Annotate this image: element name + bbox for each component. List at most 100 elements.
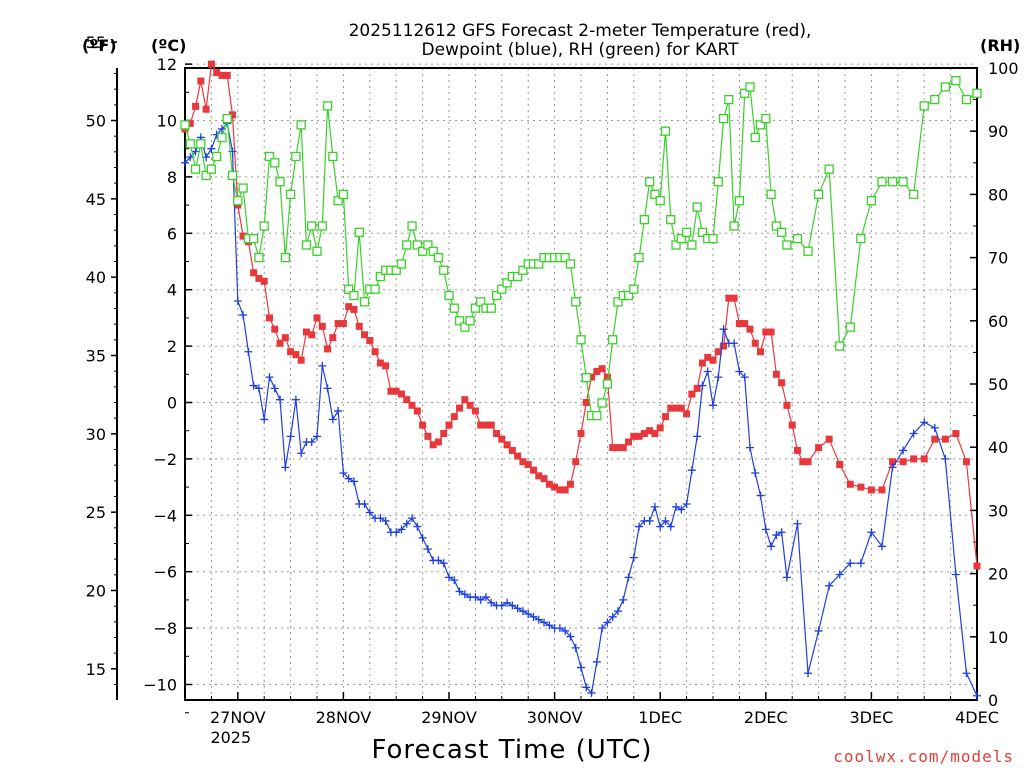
fahrenheit-tick-label: 15 — [86, 660, 106, 679]
rh-point — [433, 252, 444, 263]
chart-title-line1: 2025112612 GFS Forecast 2-meter Temperat… — [349, 21, 812, 41]
rh-point — [238, 183, 248, 193]
temperature-point — [366, 336, 374, 344]
rh-point — [196, 139, 206, 149]
dewpoint-point — [244, 347, 253, 356]
dewpoint-point — [497, 601, 506, 610]
dewpoint-point — [349, 477, 358, 486]
dewpoint-point — [677, 505, 686, 514]
dewpoint-point — [941, 454, 950, 463]
temperature-point — [271, 325, 279, 333]
dewpoint-point — [714, 373, 723, 382]
dewpoint-point — [814, 626, 823, 635]
temperature-point — [625, 438, 633, 446]
dewpoint-point — [423, 545, 432, 554]
dewpoint-point — [381, 516, 390, 525]
temperature-point — [218, 71, 226, 79]
dewpoint-point — [672, 502, 681, 511]
dewpoint-point — [782, 573, 791, 582]
dewpoint-point — [307, 437, 316, 446]
rh-point — [908, 189, 919, 200]
dewpoint-point — [265, 373, 274, 382]
temperature-point — [556, 486, 564, 494]
dewpoint-point — [191, 147, 200, 156]
rh-point — [185, 139, 195, 149]
rh-point — [803, 246, 813, 256]
temperature-point — [413, 407, 421, 415]
dewpoint-point — [693, 432, 702, 441]
rh-point — [264, 151, 275, 162]
dewpoint-point — [962, 669, 971, 678]
dewpoint-point — [756, 491, 765, 500]
rh-point — [407, 221, 417, 231]
rh-point — [439, 265, 449, 275]
rh-point — [233, 196, 243, 206]
temperature-point — [471, 407, 479, 415]
celsius-tick-label: 12 — [157, 55, 177, 74]
rh-point — [322, 101, 333, 111]
rh-point — [782, 240, 792, 250]
rh-point — [296, 120, 306, 130]
temperature-point — [276, 339, 284, 347]
rh-point — [718, 113, 729, 124]
temperature-point — [339, 320, 347, 328]
dewpoint-point — [804, 669, 813, 678]
dewpoint-point — [249, 381, 258, 390]
dewpoint-point — [524, 610, 533, 618]
dewpoint-point — [973, 691, 981, 700]
temperature-point — [746, 325, 754, 333]
rh-tick-label: 60 — [988, 312, 1008, 331]
rh-point — [396, 259, 407, 269]
temperature-point — [287, 348, 295, 356]
temperature-point — [825, 435, 833, 443]
celsius-tick-label: 8 — [167, 168, 177, 187]
rh-point — [576, 335, 586, 345]
temperature-point — [387, 387, 395, 395]
dewpoint-point — [761, 525, 770, 534]
rh-point — [454, 316, 465, 326]
rh-point — [222, 113, 232, 124]
rh-point — [291, 151, 301, 162]
temperature-point — [899, 458, 907, 466]
temperature-point — [355, 322, 363, 330]
rh-point — [856, 233, 866, 244]
temperature-point — [683, 410, 691, 418]
dewpoint-point — [270, 384, 279, 393]
dewpoint-point — [856, 559, 865, 568]
temperature-point — [524, 461, 532, 469]
celsius-tick-label: 2 — [167, 337, 177, 356]
rh-point — [608, 335, 618, 345]
rh-point — [227, 170, 238, 181]
x-tick-label: 27NOV — [210, 708, 266, 727]
rh-point — [877, 177, 887, 187]
dewpoint-point — [318, 361, 327, 370]
temperature-point — [741, 320, 749, 328]
rh-point — [835, 341, 845, 351]
temperature-point — [720, 342, 728, 350]
dewpoint-point — [666, 522, 675, 531]
rh-point — [180, 120, 190, 130]
rh-point — [771, 221, 782, 231]
temperature-point — [751, 339, 759, 347]
temperature-point — [693, 384, 701, 392]
temperature-point — [371, 348, 379, 356]
fahrenheit-tick-label: 30 — [86, 425, 106, 444]
rh-point — [644, 177, 655, 187]
dewpoint-point — [376, 514, 385, 523]
rh-point — [845, 322, 855, 332]
dewpoint-point — [181, 158, 189, 167]
temperature-point — [582, 399, 590, 406]
dewpoint-point — [825, 581, 834, 590]
dewpoint-point — [534, 615, 543, 624]
celsius-unit-label: (ºC) — [151, 36, 186, 55]
dewpoint-point — [434, 556, 443, 565]
rh-point — [285, 189, 296, 200]
rh-point — [470, 303, 481, 313]
dewpoint-point — [930, 423, 939, 432]
rh-point — [597, 398, 607, 408]
dewpoint-point — [629, 553, 638, 562]
rh-point — [629, 284, 639, 294]
temperature-point — [593, 367, 601, 375]
rh-point — [972, 88, 982, 98]
dewpoint-point — [529, 612, 538, 621]
